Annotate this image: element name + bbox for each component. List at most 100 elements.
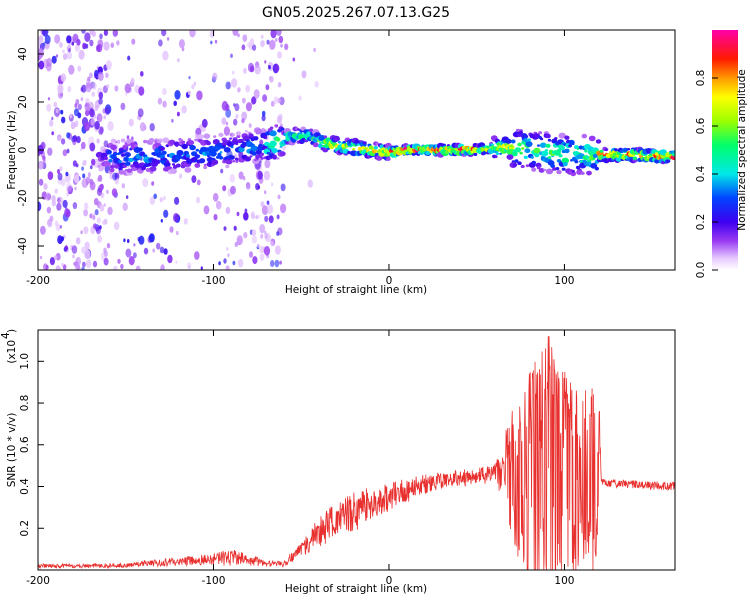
spectrogram-x-axis-label: Height of straight line (km) xyxy=(285,284,427,296)
spectrogram-cell xyxy=(245,102,252,112)
spectrogram-cell xyxy=(61,138,66,145)
spectrogram-cell xyxy=(80,230,83,235)
spectrogram-cell xyxy=(562,162,568,167)
spectrogram-cell xyxy=(162,195,166,201)
spectrogram-cell xyxy=(312,142,319,148)
spectrogram-cell xyxy=(545,168,554,175)
spectrogram-cell xyxy=(89,30,94,36)
spectrogram-cell xyxy=(232,133,236,136)
spectrogram-cell xyxy=(197,154,201,158)
spectrogram-cell xyxy=(103,30,108,36)
spectrogram-cell xyxy=(120,263,124,270)
spectrogram-cell xyxy=(227,253,230,258)
spectrogram-cell xyxy=(265,84,270,91)
spectrogram-cell xyxy=(98,91,104,99)
spectrogram-cell xyxy=(60,109,64,115)
spectrogram-cell xyxy=(38,160,44,170)
spectrogram-cell xyxy=(162,137,170,144)
spectrogram-cell xyxy=(203,133,211,139)
spectrogram-cell xyxy=(61,262,64,267)
spectrogram-cell xyxy=(193,81,197,86)
spectrogram-cell xyxy=(247,42,251,48)
spectrogram-cell xyxy=(269,140,277,147)
y-tick-label: 1.0 xyxy=(19,353,31,370)
spectrogram-cell xyxy=(512,162,518,167)
spectrogram-cell xyxy=(175,163,181,168)
spectrogram-cell xyxy=(269,126,274,130)
spectrogram-cell xyxy=(107,121,114,131)
spectrogram-cell xyxy=(112,172,118,181)
spectrogram-cell xyxy=(250,145,258,152)
y-tick-label: 20 xyxy=(17,95,29,108)
spectrogram-cell xyxy=(161,150,167,155)
y-tick-label: 0.8 xyxy=(19,395,31,412)
spectrogram-cell xyxy=(527,138,531,141)
spectrogram-cell xyxy=(124,152,131,158)
spectrogram-cell xyxy=(170,168,177,174)
spectrogram-cell xyxy=(91,91,96,97)
spectrogram-cell xyxy=(266,204,274,215)
snr-y-multiplier: (x10 4 ) xyxy=(0,329,18,364)
spectrogram-cell xyxy=(86,181,89,186)
spectrogram-cell xyxy=(588,135,596,142)
spectrogram-cell xyxy=(93,223,97,229)
spectrogram-cell xyxy=(222,144,226,148)
spectrogram-cell xyxy=(143,125,147,131)
spectrogram-cell xyxy=(54,188,58,194)
x-tick-label: -100 xyxy=(202,275,226,287)
y-tick-label: -40 xyxy=(17,237,29,254)
spectrogram-cell xyxy=(561,157,569,164)
spectrogram-cell xyxy=(274,259,280,268)
spectrogram-y-axis-label: Frequency (Hz) xyxy=(6,110,18,189)
spectrogram-cell xyxy=(559,145,565,151)
spectrogram-cell xyxy=(614,148,618,152)
spectrogram-cell xyxy=(64,245,69,252)
spectrogram-cell xyxy=(66,132,71,139)
spectrogram-cell xyxy=(278,35,284,44)
spectrogram-cell xyxy=(222,185,227,192)
spectrogram-cell xyxy=(595,139,602,144)
spectrogram-cell xyxy=(103,160,111,167)
spectrogram-cell xyxy=(189,144,196,151)
spectrogram-cell xyxy=(62,53,68,60)
spectrogram-cell xyxy=(622,147,629,153)
spectrogram-cell xyxy=(81,30,86,34)
spectrogram-cell xyxy=(196,179,201,186)
spectrogram-cell xyxy=(80,97,84,102)
spectrogram-cell xyxy=(138,86,145,96)
spectrogram-cell xyxy=(531,160,537,165)
spectrogram-cell xyxy=(128,118,134,127)
spectrogram-cell xyxy=(81,266,85,270)
spectrogram-cell xyxy=(541,150,549,157)
spectrogram-cell xyxy=(374,149,378,153)
spectrogram-cell xyxy=(301,70,307,79)
spectrogram-cell xyxy=(259,245,264,254)
spectrogram-cell xyxy=(263,136,268,140)
spectrogram-cell xyxy=(174,196,180,205)
spectrogram-cell xyxy=(128,256,135,266)
spectrogram-cell xyxy=(592,157,596,160)
spectrogram-cell xyxy=(181,105,187,114)
spectrogram-cell xyxy=(105,72,109,79)
spectrogram-cell xyxy=(46,206,52,214)
spectrogram-cell xyxy=(40,141,46,150)
spectrogram-cell xyxy=(237,33,240,38)
x-tick-label: -100 xyxy=(202,575,226,587)
spectrogram-cell xyxy=(473,152,478,156)
spectrogram-cell xyxy=(405,151,410,155)
spectrogram-cell xyxy=(201,118,208,128)
spectrogram-cell xyxy=(337,141,342,144)
spectrogram-cell xyxy=(223,147,231,153)
spectrogram-cell xyxy=(123,156,130,162)
spectrogram-cell xyxy=(116,139,121,143)
spectrogram-cell xyxy=(558,154,563,158)
spectrogram-cell xyxy=(210,40,213,45)
spectrogram-cell xyxy=(531,167,537,172)
spectrogram-cell xyxy=(103,203,107,207)
spectrogram-cell xyxy=(223,226,227,231)
spectrogram-cell xyxy=(229,173,236,183)
spectrogram-cell xyxy=(347,150,351,155)
spectrogram-cell xyxy=(386,157,391,161)
spectrogram-cell xyxy=(185,154,190,158)
spectrogram-cell xyxy=(243,212,249,221)
